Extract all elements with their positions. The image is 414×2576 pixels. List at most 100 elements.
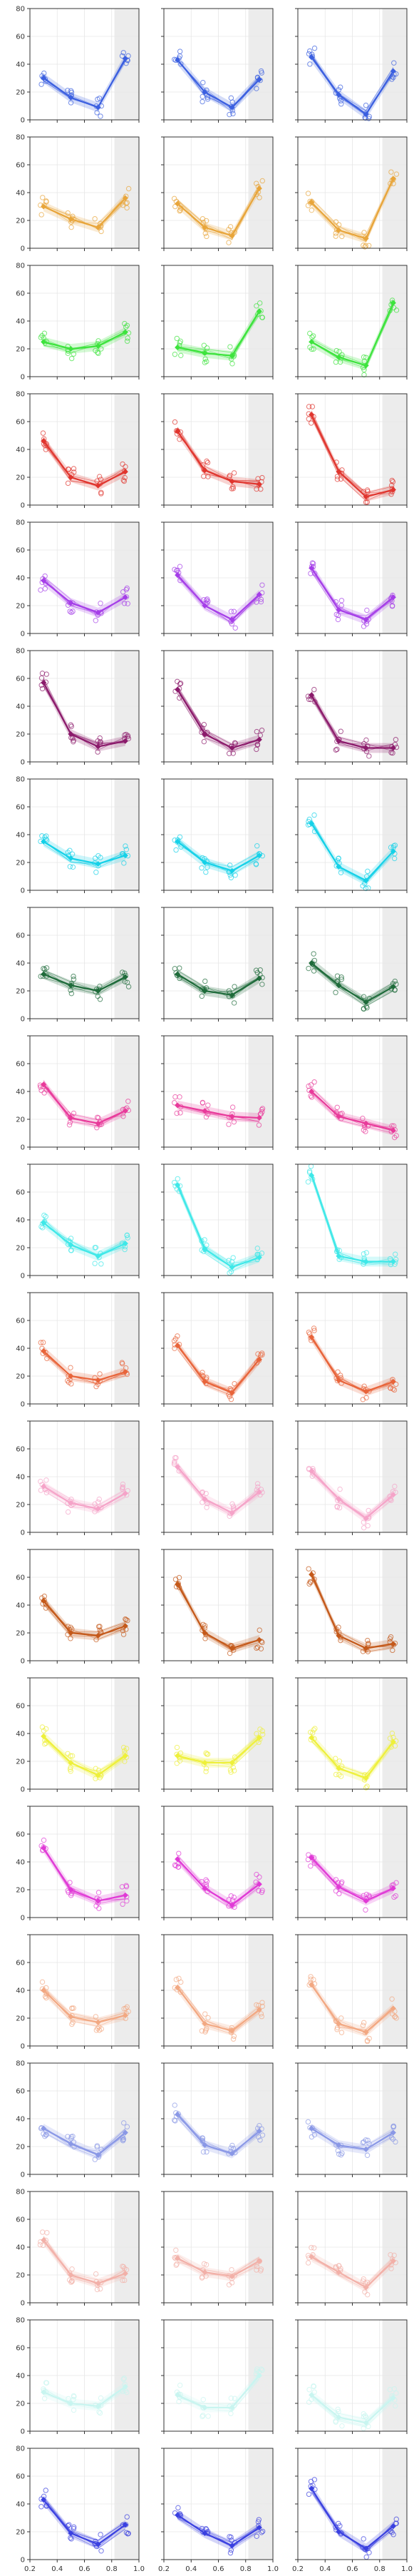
sample-point [254, 180, 259, 186]
panel: 0 20 40 60 [16, 1934, 140, 2051]
series-line [43, 1350, 126, 1381]
mean-point [41, 1219, 47, 1226]
y-tick-label: 0 [21, 631, 25, 638]
mean-point [229, 745, 235, 751]
sample-line [177, 1186, 260, 1272]
sample-point [333, 1756, 338, 1761]
mean-point [390, 745, 396, 751]
sample-point [363, 499, 369, 505]
y-tick-label: 40 [16, 61, 25, 69]
series-line [43, 2499, 126, 2545]
sample-point [200, 1370, 205, 1375]
y-tick-label: 0 [21, 887, 25, 895]
sample-point [311, 951, 316, 957]
sample-line [311, 696, 393, 750]
sample-point [172, 1345, 177, 1351]
sample-point [43, 1477, 49, 1483]
sample-point [200, 1489, 206, 1495]
panel [295, 1035, 408, 1150]
sample-point [307, 345, 313, 350]
sample-point [309, 1473, 316, 1480]
mean-point [229, 1114, 235, 1120]
mean-point [41, 1598, 47, 1604]
sample-point [259, 728, 265, 733]
sample-point [172, 419, 178, 425]
mean-point [175, 1102, 181, 1109]
sample-point [124, 1898, 130, 1904]
mean-point [95, 609, 101, 616]
panel: 0 20 40 60 80 [16, 648, 140, 767]
confidence-band [43, 1985, 125, 2027]
sample-point [363, 1395, 369, 1401]
sample-point [205, 94, 211, 100]
sample-point [203, 1877, 209, 1883]
mean-point [175, 1464, 181, 1470]
sample-point [389, 1123, 395, 1129]
sample-point [203, 1768, 209, 1775]
sample-point [71, 2407, 77, 2413]
series-line [311, 2394, 394, 2424]
sample-point [200, 219, 207, 225]
y-tick-label: 20 [16, 474, 25, 482]
panel: 0 20 40 60 80 0.2 0.4 0.6 0.8 1.0 [16, 2445, 145, 2574]
mean-point [309, 1089, 315, 1094]
panel [161, 1420, 274, 1535]
y-tick-label: 80 [16, 648, 25, 656]
mean-point [122, 1108, 128, 1114]
sample-point [120, 1484, 126, 1490]
sample-point [94, 2144, 100, 2150]
sample-point [66, 2396, 71, 2402]
mean-point [41, 203, 47, 210]
x-tick-label: 0.4 [51, 2565, 63, 2573]
y-tick-label: 0 [21, 1658, 25, 1666]
sample-point [121, 860, 127, 866]
series-line [43, 682, 126, 748]
sample-point [178, 61, 184, 67]
mean-point [390, 1258, 396, 1265]
mean-point [229, 1264, 235, 1271]
sample-point [254, 2533, 259, 2539]
mean-point [390, 1492, 396, 1498]
sample-point [363, 1907, 368, 1913]
sample-point [204, 1878, 210, 1885]
mean-point [68, 1887, 74, 1893]
sample-point [124, 1232, 130, 1238]
series-line [177, 310, 260, 357]
series-line [177, 2114, 260, 2154]
sample-point [257, 195, 262, 200]
sample-point [390, 2136, 396, 2142]
sample-point [93, 1245, 99, 1251]
sample-point [361, 230, 367, 235]
sample-point [361, 2020, 367, 2026]
sample-line [43, 2500, 126, 2549]
sample-point [174, 1110, 180, 1116]
sample-point [123, 847, 130, 852]
mean-point [309, 199, 315, 205]
mean-point [175, 2255, 181, 2261]
mean-point [390, 1738, 396, 1745]
sample-point [387, 1736, 393, 1741]
sample-point [199, 2274, 205, 2280]
sample-point [361, 354, 367, 360]
sample-point [120, 50, 126, 56]
sample-point [254, 843, 260, 849]
sample-point [227, 224, 234, 230]
sample-point [338, 2030, 345, 2035]
sample-point [171, 1338, 177, 1344]
mean-point [309, 54, 315, 61]
panel [295, 2062, 408, 2177]
sample-point [259, 1731, 266, 1737]
mean-point [68, 474, 74, 480]
sample-point [177, 695, 182, 701]
sample-point [173, 2247, 179, 2253]
series-line [43, 1485, 126, 1510]
sample-point [388, 2266, 394, 2271]
panel [295, 8, 408, 123]
sample-point [310, 1730, 316, 1736]
mean-point [390, 2129, 396, 2136]
sample-point [124, 2514, 130, 2520]
panel: 0.2 0.4 0.6 0.8 1.0 [292, 2448, 413, 2573]
y-tick-label: 20 [16, 1245, 25, 1253]
sample-line [43, 2497, 126, 2541]
sample-point [38, 587, 43, 593]
